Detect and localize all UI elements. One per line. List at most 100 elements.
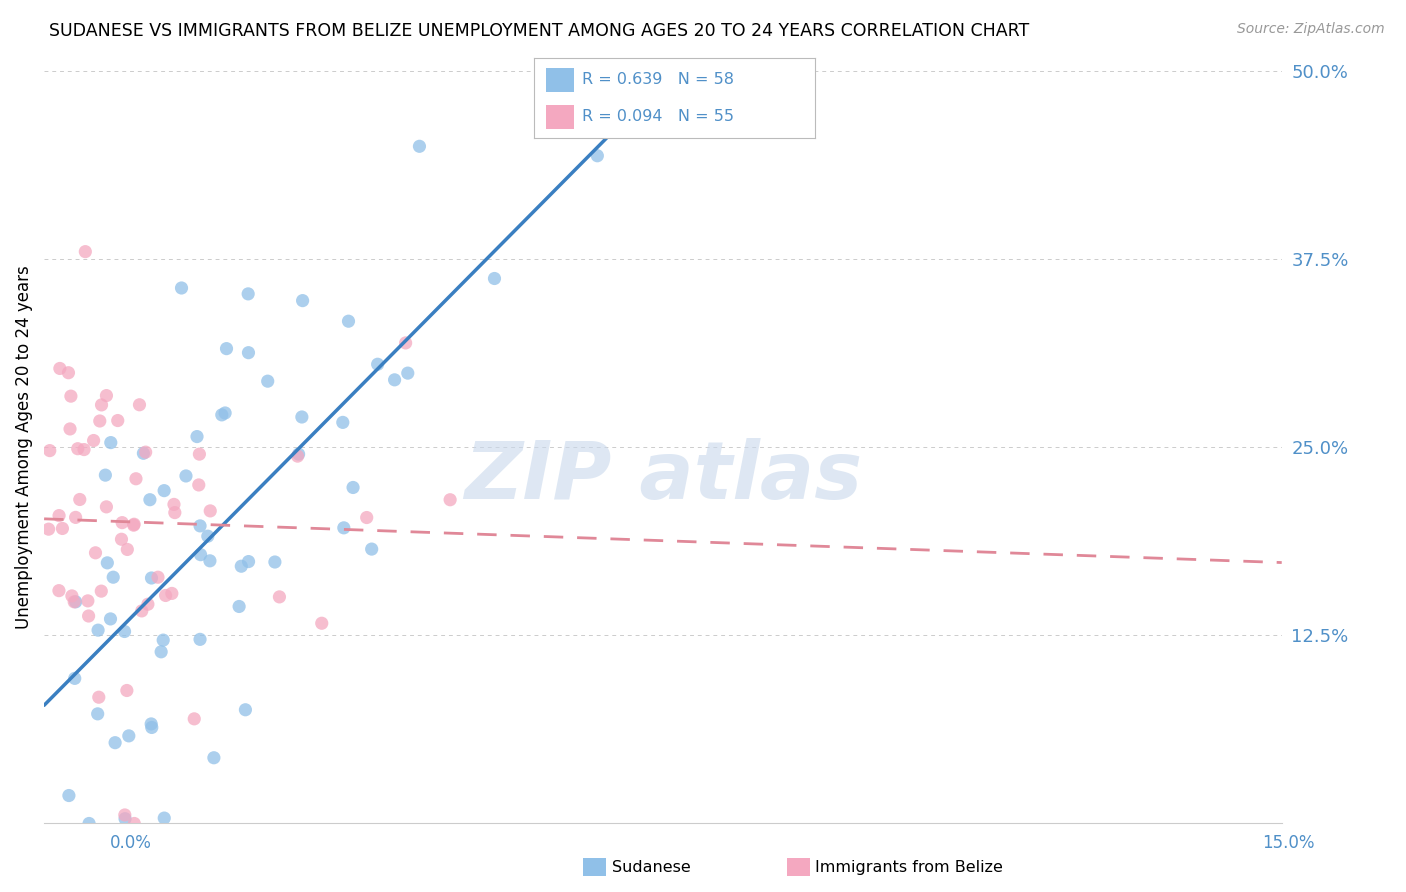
Point — [311, 616, 333, 631]
Point — [69, 492, 91, 507]
Point — [111, 516, 134, 530]
Point — [63, 672, 86, 686]
Point — [163, 506, 186, 520]
Point — [90, 398, 112, 412]
Point — [59, 389, 82, 403]
Point — [96, 556, 118, 570]
Point — [202, 750, 225, 764]
Point — [38, 522, 60, 536]
Point — [408, 139, 430, 153]
Point — [197, 529, 219, 543]
Point — [73, 442, 96, 457]
Point — [287, 449, 309, 463]
Point — [139, 492, 162, 507]
Point — [439, 492, 461, 507]
Point — [211, 408, 233, 422]
Point — [141, 571, 163, 585]
Point — [124, 816, 146, 830]
Point — [332, 416, 354, 430]
Point — [86, 706, 108, 721]
Point — [76, 594, 98, 608]
Point — [333, 521, 356, 535]
Point — [394, 335, 416, 350]
Point — [188, 519, 211, 533]
Point — [135, 445, 157, 459]
Point — [269, 590, 291, 604]
Point — [65, 595, 87, 609]
Point — [484, 271, 506, 285]
Point — [100, 435, 122, 450]
Bar — [546, 104, 574, 128]
Point — [77, 609, 100, 624]
Point — [188, 632, 211, 647]
Point — [131, 604, 153, 618]
Point — [48, 583, 70, 598]
Point — [367, 357, 389, 371]
Text: SUDANESE VS IMMIGRANTS FROM BELIZE UNEMPLOYMENT AMONG AGES 20 TO 24 YEARS CORREL: SUDANESE VS IMMIGRANTS FROM BELIZE UNEMP… — [49, 22, 1029, 40]
Point — [65, 510, 87, 524]
Point — [146, 570, 169, 584]
Point — [107, 413, 129, 427]
Text: Source: ZipAtlas.com: Source: ZipAtlas.com — [1237, 22, 1385, 37]
Point — [122, 517, 145, 532]
Point — [117, 542, 139, 557]
Point — [96, 388, 118, 402]
Point — [48, 508, 70, 523]
Text: R = 0.094   N = 55: R = 0.094 N = 55 — [582, 109, 734, 124]
Point — [63, 595, 86, 609]
Text: ZIP atlas: ZIP atlas — [464, 438, 862, 516]
Point — [153, 811, 176, 825]
Point — [114, 624, 136, 639]
Text: Sudanese: Sudanese — [612, 860, 690, 874]
Point — [356, 510, 378, 524]
Point — [238, 286, 260, 301]
Point — [152, 633, 174, 648]
Point — [141, 717, 163, 731]
Point — [153, 483, 176, 498]
Point — [94, 468, 117, 483]
Point — [141, 721, 163, 735]
Point — [163, 497, 186, 511]
Point — [66, 442, 89, 456]
Point — [110, 533, 132, 547]
Point — [170, 281, 193, 295]
Point — [190, 548, 212, 562]
Point — [122, 518, 145, 533]
Point — [214, 406, 236, 420]
Point — [104, 736, 127, 750]
Point — [51, 521, 73, 535]
Text: 0.0%: 0.0% — [110, 834, 152, 852]
Bar — [546, 68, 574, 92]
Point — [90, 584, 112, 599]
Point — [150, 645, 173, 659]
Point — [84, 546, 107, 560]
Point — [58, 789, 80, 803]
Point — [174, 469, 197, 483]
Point — [96, 500, 118, 514]
Point — [187, 478, 209, 492]
Y-axis label: Unemployment Among Ages 20 to 24 years: Unemployment Among Ages 20 to 24 years — [15, 266, 32, 629]
Point — [188, 447, 211, 461]
Point — [103, 570, 125, 584]
Point — [337, 314, 360, 328]
Point — [360, 542, 382, 557]
Point — [256, 374, 278, 388]
Point — [75, 244, 97, 259]
Point — [89, 414, 111, 428]
Point — [586, 149, 609, 163]
Point — [118, 729, 141, 743]
Point — [183, 712, 205, 726]
Text: 15.0%: 15.0% — [1263, 834, 1315, 852]
Point — [100, 612, 122, 626]
Point — [128, 398, 150, 412]
Point — [231, 559, 253, 574]
Point — [114, 812, 136, 826]
Point — [291, 409, 314, 424]
Point — [125, 472, 148, 486]
Point — [198, 554, 221, 568]
Point — [38, 443, 60, 458]
Point — [287, 447, 309, 461]
Point — [87, 690, 110, 705]
Point — [87, 623, 110, 637]
Point — [136, 597, 159, 611]
